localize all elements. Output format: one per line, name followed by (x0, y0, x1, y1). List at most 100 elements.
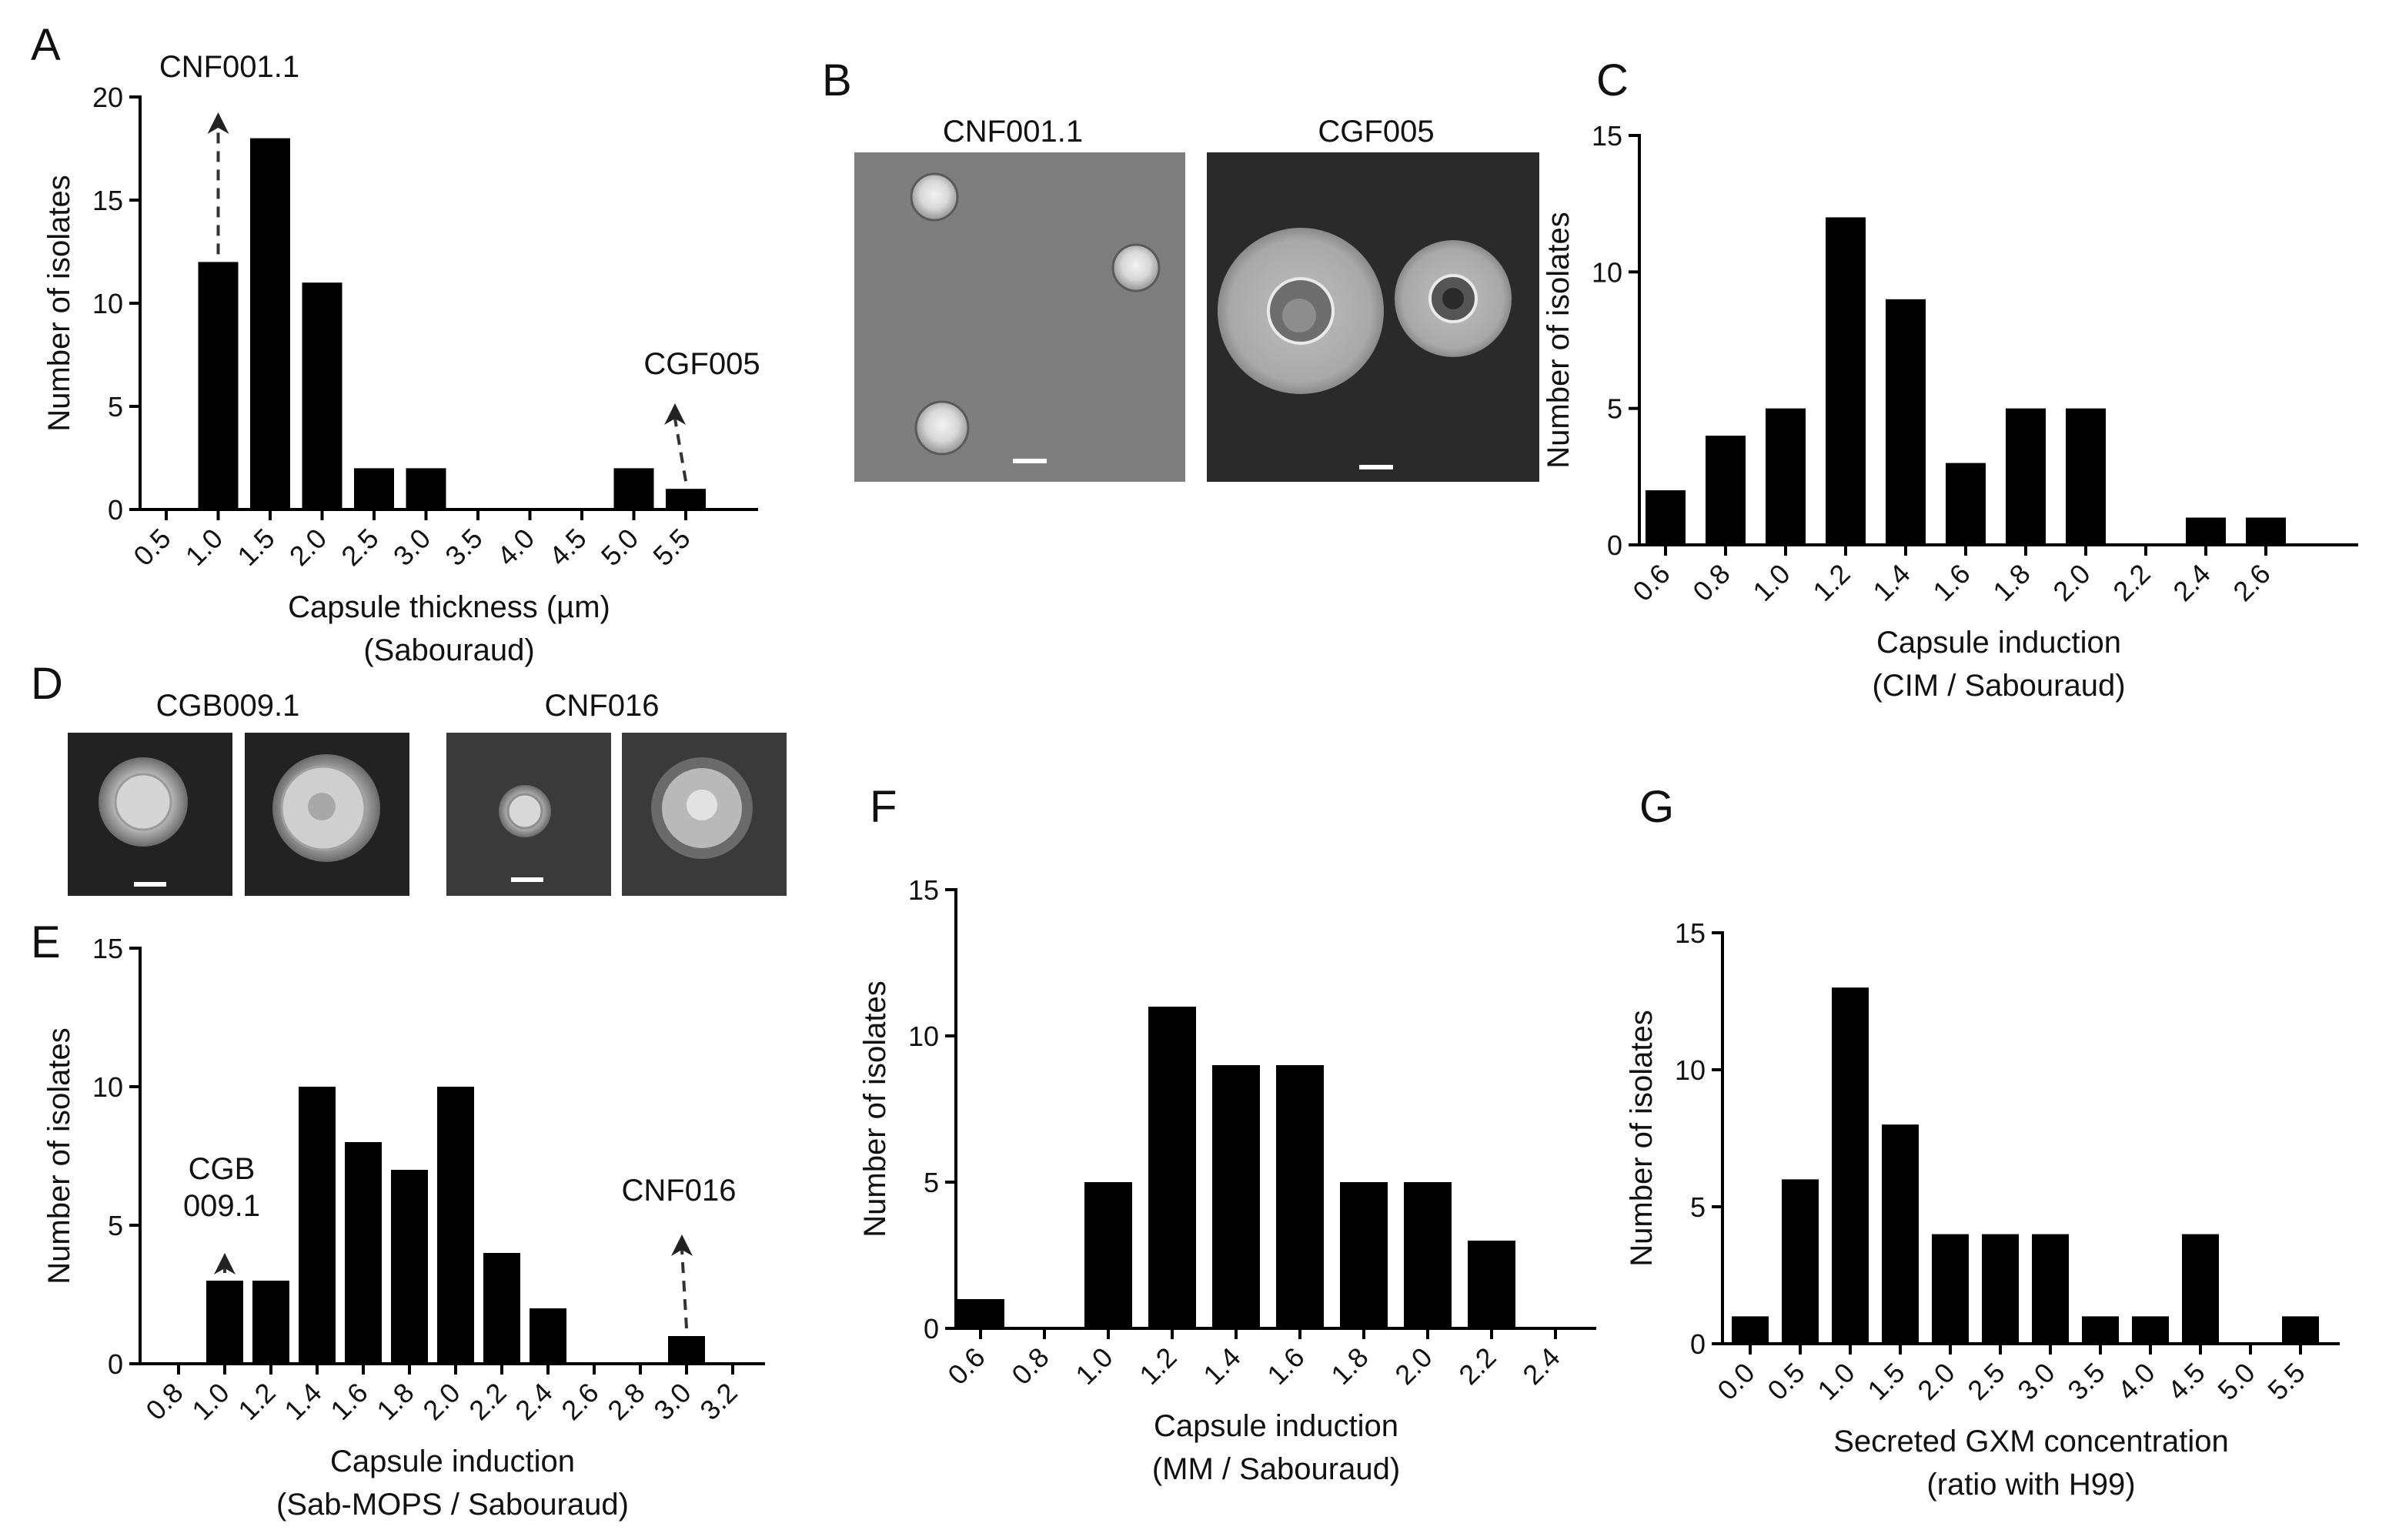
annotation-arrow-line (680, 1249, 688, 1329)
bar (1706, 436, 1746, 545)
bar (1340, 1182, 1388, 1328)
bar (483, 1253, 520, 1364)
chart-c: 0 5 10 15 0.6 0.8 1.0 1.2 1.4 1.6 1.8 2.0 2.2 2.4 2.6 N… (1542, 120, 2358, 703)
x-tick-label: 1.2 (232, 1377, 281, 1426)
bar (1404, 1182, 1452, 1328)
bar (1826, 217, 1866, 545)
x-axis-title: (Sabouraud) (363, 633, 534, 667)
y-tick-label: 10 (1675, 1054, 1706, 1086)
x-tick-label: 3.0 (647, 1377, 697, 1426)
y-tick-label: 10 (92, 1071, 123, 1103)
bar (391, 1170, 428, 1364)
micrograph-cnf016-left (446, 733, 611, 896)
x-tick-label: 5.5 (647, 523, 696, 572)
x-tick-label: 1.5 (1861, 1357, 1910, 1406)
x-tick-label: 2.2 (1452, 1341, 1502, 1391)
x-axis-title: (CIM / Sabouraud) (1872, 669, 2125, 703)
x-tick-label: 0.8 (1005, 1341, 1054, 1391)
bar (1148, 1007, 1196, 1328)
annotation-arrowhead (214, 1253, 236, 1274)
x-tick-label: 1.0 (1746, 558, 1796, 607)
panel-letter-f: F (870, 782, 897, 832)
bar (1946, 463, 1986, 545)
y-tick-label: 10 (92, 288, 123, 319)
x-axis-title: (MM / Sabouraud) (1152, 1452, 1400, 1486)
bar (2032, 1234, 2069, 1344)
panel-letter-d: D (31, 659, 63, 709)
scale-bar (1013, 459, 1047, 463)
x-tick-label: 3.5 (2061, 1357, 2110, 1406)
y-tick-label: 0 (924, 1313, 939, 1345)
x-tick-label: 1.4 (1197, 1341, 1246, 1391)
x-tick-label: 1.0 (179, 523, 229, 572)
x-tick-label: 4.0 (2111, 1357, 2160, 1406)
y-tick-label: 15 (1675, 917, 1706, 949)
bar (2182, 1234, 2219, 1344)
bar (2006, 408, 2046, 545)
x-tick-label: 2.0 (1911, 1357, 1960, 1406)
y-tick-label: 5 (924, 1167, 939, 1198)
x-tick-label: 1.2 (1806, 558, 1856, 607)
x-axis-title: (ratio with H99) (1926, 1468, 2135, 1502)
bar (530, 1308, 566, 1364)
micrograph-cgb009-right (245, 733, 409, 896)
x-tick-label: 0.8 (139, 1377, 189, 1426)
y-tick-label: 0 (1607, 529, 1622, 561)
bar (252, 1281, 289, 1364)
bar (2282, 1316, 2319, 1344)
bar (666, 489, 706, 509)
annotation-arrow-line (673, 418, 687, 482)
micrograph-d-group: CGB009.1 CNF016 (68, 689, 787, 896)
x-tick-label: 0.5 (1761, 1357, 1810, 1406)
y-axis-title: Number of isolates (1542, 212, 1575, 468)
annotation-label: 009.1 (183, 1189, 260, 1223)
x-tick-label: 5.5 (2261, 1357, 2310, 1406)
x-tick-label: 2.0 (283, 523, 332, 572)
x-tick-label: 2.5 (335, 523, 384, 572)
panel-letter-c: C (1596, 55, 1629, 105)
y-axis-title: Number of isolates (42, 1027, 76, 1284)
annotation-arrowhead (664, 403, 686, 425)
x-tick-label: 2.0 (1388, 1341, 1438, 1391)
bar (1832, 987, 1869, 1344)
x-tick-label: 1.8 (1325, 1341, 1374, 1391)
x-tick-label: 4.5 (2161, 1357, 2210, 1406)
x-tick-label: 3.0 (2011, 1357, 2060, 1406)
bar (198, 262, 239, 509)
x-tick-label: 5.0 (2211, 1357, 2260, 1406)
x-tick-label: 3.0 (387, 523, 436, 572)
panel-letter-b: B (822, 55, 852, 105)
x-tick-label: 1.4 (278, 1377, 327, 1426)
y-tick-label: 15 (1592, 120, 1622, 152)
x-axis-title: (Sab-MOPS / Sabouraud) (276, 1488, 629, 1522)
x-tick-label: 4.0 (491, 523, 540, 572)
x-tick-label: 1.6 (1261, 1341, 1310, 1391)
chart-f: 0 5 10 15 0.6 0.8 1.0 1.2 1.4 1.6 1.8 2.0 2.2 2.4 Numb… (858, 874, 1596, 1486)
bar (302, 282, 342, 509)
bar (299, 1087, 336, 1364)
x-tick-label: 2.4 (2167, 558, 2216, 607)
micrograph-cnf001 (854, 152, 1185, 482)
bar (2246, 517, 2286, 545)
x-tick-label: 2.5 (1961, 1357, 2010, 1406)
micrograph-label-cgf005: CGF005 (1318, 115, 1434, 149)
x-tick-label: 1.4 (1866, 558, 1916, 607)
x-tick-label: 4.5 (543, 523, 592, 572)
bar (206, 1281, 243, 1364)
x-tick-label: 1.6 (324, 1377, 373, 1426)
x-tick-label: 2.2 (2107, 558, 2156, 607)
micrograph-label-cnf016: CNF016 (545, 689, 660, 723)
bar (1276, 1065, 1324, 1328)
y-tick-label: 5 (108, 391, 123, 423)
bar (1782, 1179, 1819, 1344)
x-tick-label: 2.4 (509, 1377, 558, 1426)
micrograph-cnf016-right (622, 733, 787, 896)
scale-bar (511, 877, 543, 882)
x-axis-title: Secreted GXM concentration (1833, 1425, 2229, 1458)
y-axis-title: Number of isolates (858, 980, 892, 1237)
x-tick-label: 0.0 (1711, 1357, 1760, 1406)
bar (250, 138, 290, 509)
bar (2066, 408, 2106, 545)
annotation-arrowhead (207, 112, 229, 134)
